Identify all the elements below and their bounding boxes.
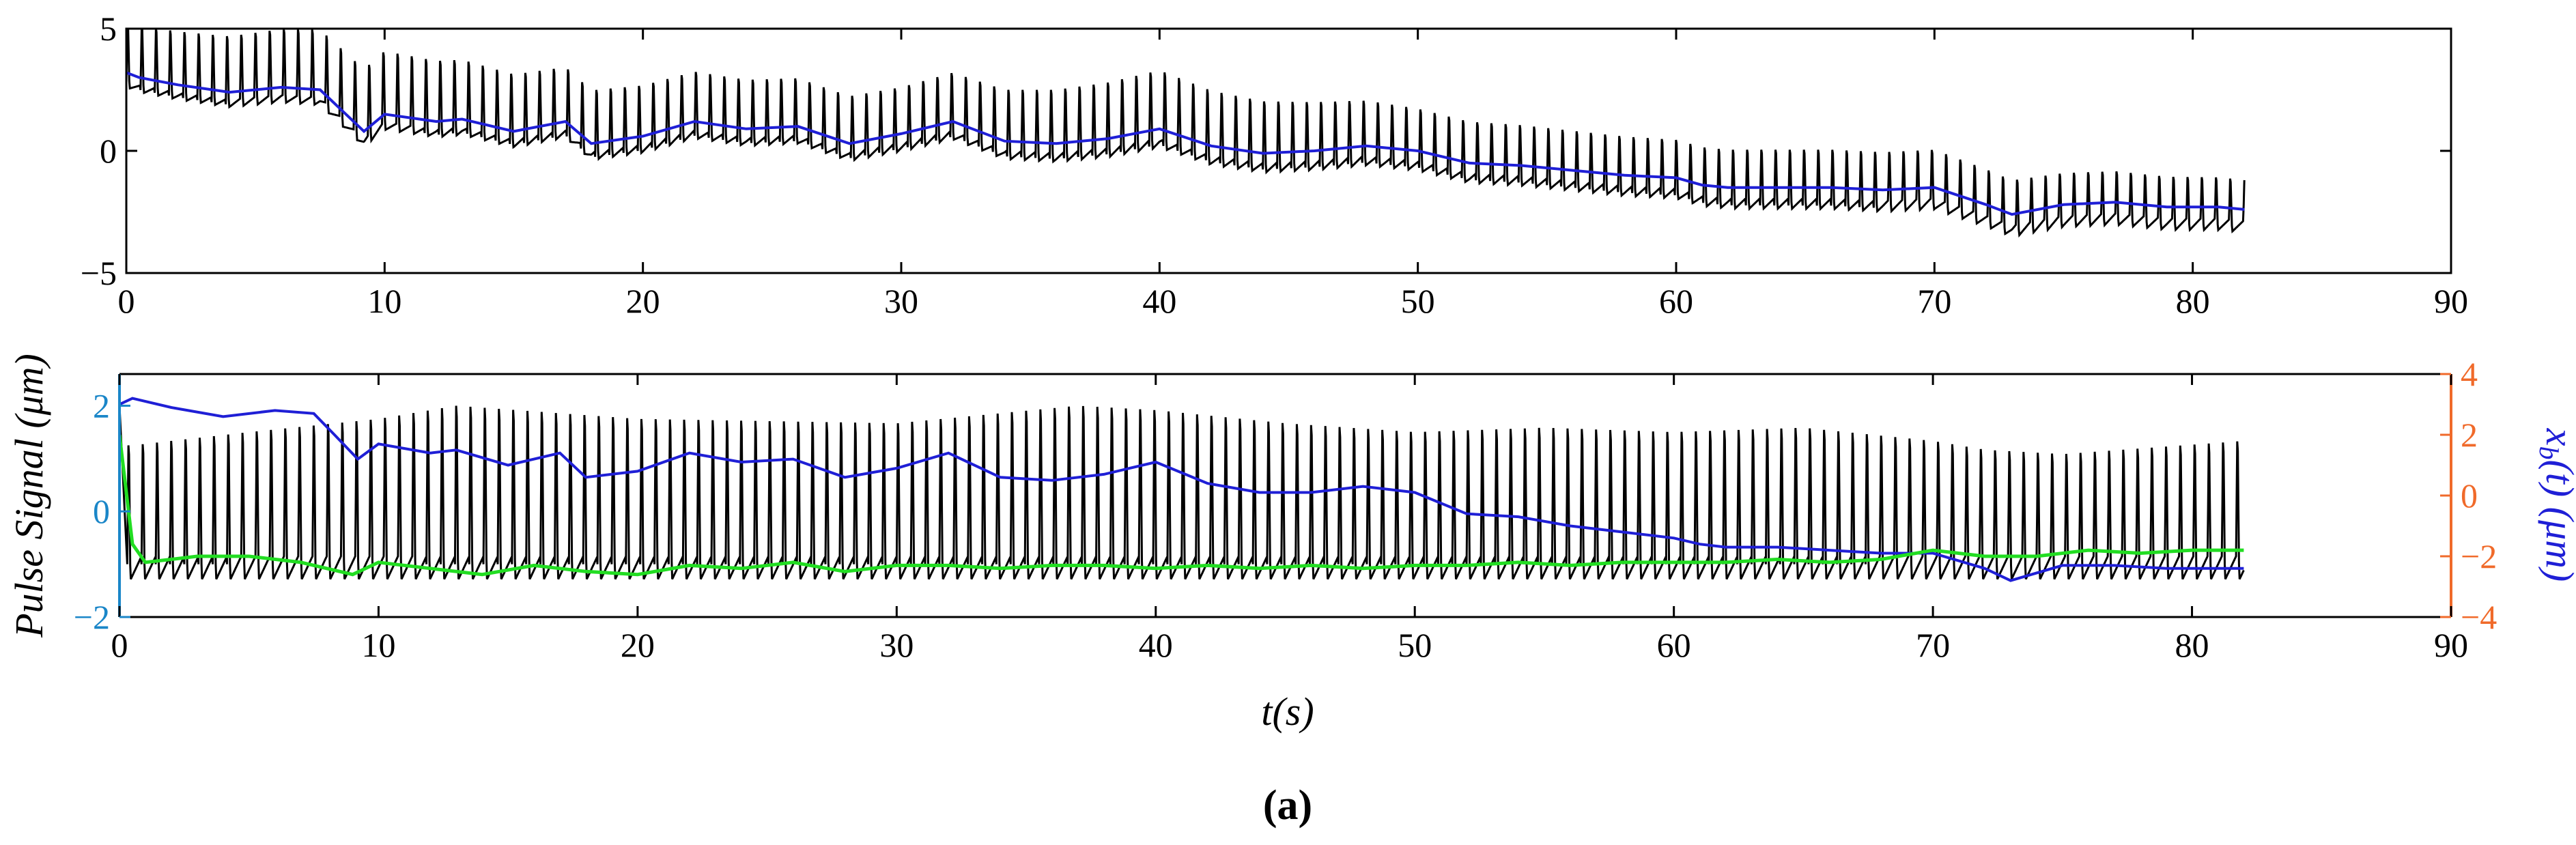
bottom-x-tick-label: 20 xyxy=(621,626,655,664)
top-x-tick-label: 20 xyxy=(626,282,660,320)
top-pulse-line xyxy=(126,29,2246,238)
top-x-tick-label: 50 xyxy=(1401,282,1435,320)
right-y-axis-title: xb(t) (μm) xyxy=(2534,428,2576,582)
top-x-tick-label: 80 xyxy=(2176,282,2210,320)
right-y-tick-label: −4 xyxy=(2461,598,2497,636)
right-title-rest: (t) (μm) xyxy=(2538,459,2576,582)
bottom-x-tick-label: 50 xyxy=(1398,626,1432,664)
right-y-tick-label: 0 xyxy=(2461,476,2478,515)
bottom-x-tick-label: 70 xyxy=(1916,626,1950,664)
top-x-tick-label: 60 xyxy=(1659,282,1693,320)
top-x-tick-label: 30 xyxy=(884,282,918,320)
top-y-tick-label: 5 xyxy=(100,10,117,48)
right-y-tick-label: 4 xyxy=(2461,355,2478,393)
left-y-tick-label: −2 xyxy=(74,598,110,636)
bottom-xb-line xyxy=(119,397,2244,582)
left-y-tick-label: 2 xyxy=(93,386,110,425)
right-y-tick-label: −2 xyxy=(2461,537,2497,575)
bottom-envelope-line xyxy=(119,434,2244,577)
bottom-series-group xyxy=(119,397,2245,582)
bottom-x-tick-label: 40 xyxy=(1139,626,1173,664)
top-y-tick-label: −5 xyxy=(81,254,117,292)
right-y-tick-label: 2 xyxy=(2461,416,2478,454)
left-y-tick-label: 0 xyxy=(93,492,110,530)
top-x-tick-label: 0 xyxy=(118,282,135,320)
right-title-subscript: b xyxy=(2534,446,2564,459)
bottom-x-tick-label: 90 xyxy=(2434,626,2468,664)
top-x-tick-label: 10 xyxy=(367,282,401,320)
left-y-axis-title: Pulse Signal (μm) xyxy=(7,354,51,638)
top-y-tick-label: 0 xyxy=(100,132,117,170)
figure-caption: (a) xyxy=(1263,782,1312,829)
bottom-x-tick-label: 30 xyxy=(879,626,914,664)
top-baseline-line xyxy=(126,71,2245,216)
right-title-x: x xyxy=(2538,428,2576,446)
top-x-tick-label: 90 xyxy=(2434,282,2468,320)
x-axis-title: t(s) xyxy=(1261,689,1314,734)
bottom-x-tick-label: 80 xyxy=(2175,626,2209,664)
bottom-pulse-line xyxy=(119,405,2245,580)
bottom-x-tick-label: 0 xyxy=(111,626,128,664)
top-x-tick-label: 40 xyxy=(1142,282,1176,320)
top-ticks: 0 10 20 30 40 50 60 70 80 90−505 xyxy=(81,10,2468,320)
top-series-group xyxy=(126,29,2246,238)
bottom-x-tick-label: 10 xyxy=(361,626,395,664)
bottom-x-tick-label: 60 xyxy=(1657,626,1691,664)
top-x-tick-label: 70 xyxy=(1917,282,1951,320)
top-panel: 0 10 20 30 40 50 60 70 80 90−505 xyxy=(81,10,2468,320)
